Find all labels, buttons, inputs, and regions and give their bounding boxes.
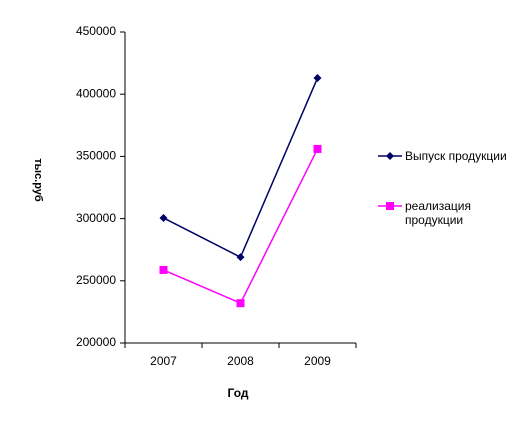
marker — [313, 74, 322, 83]
x-tick-label: 2007 — [150, 354, 177, 368]
x-tick-label: 2008 — [227, 354, 254, 368]
marker — [236, 299, 245, 308]
legend-label: Выпуск продукции — [405, 149, 507, 163]
legend-marker — [386, 152, 394, 160]
marker — [159, 265, 168, 274]
y-axis-label: тыс.руб — [32, 158, 44, 202]
marker — [159, 213, 168, 222]
marker — [236, 253, 245, 262]
y-tick-label: 350000 — [76, 149, 116, 163]
series-line — [163, 148, 319, 305]
legend-label: реализация продукции — [405, 199, 471, 227]
y-tick-label: 400000 — [76, 86, 116, 100]
marker — [313, 144, 322, 153]
y-tick-label: 200000 — [76, 335, 116, 349]
x-tick-label: 2009 — [304, 354, 331, 368]
legend-marker — [386, 202, 394, 210]
y-tick-label: 450000 — [76, 24, 116, 38]
y-tick-label: 250000 — [76, 273, 116, 287]
y-tick-label: 300000 — [76, 211, 116, 225]
series-line — [163, 77, 319, 259]
x-axis-label: Год — [228, 386, 249, 400]
